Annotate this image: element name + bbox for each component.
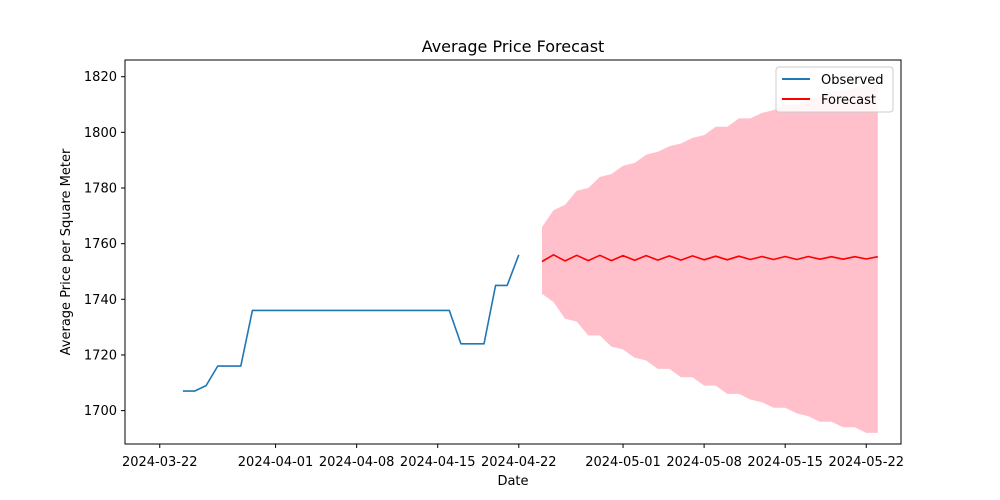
y-tick-label: 1820 (84, 70, 117, 85)
y-tick-label: 1760 (84, 237, 117, 252)
legend: Observed Forecast (775, 66, 894, 113)
legend-label-observed: Observed (821, 73, 884, 88)
legend-label-forecast: Forecast (821, 93, 876, 108)
plot-layer (182, 85, 878, 433)
plot-frame (124, 59, 902, 445)
x-tick-label: 2024-05-08 (666, 455, 742, 470)
y-tick-label: 1780 (84, 182, 117, 197)
y-axis-ticks: 1700 1720 1740 1760 1780 1800 1820 (84, 70, 125, 419)
confidence-band (542, 85, 878, 433)
x-tick-label: 2024-05-01 (585, 455, 661, 470)
y-tick-label: 1720 (84, 348, 117, 363)
x-tick-label: 2024-04-22 (481, 455, 557, 470)
series-line-observed (182, 254, 520, 392)
x-tick-label: 2024-03-22 (122, 455, 198, 470)
chart-title: Average Price Forecast (422, 37, 605, 56)
y-tick-label: 1700 (84, 404, 117, 419)
y-axis-label: Average Price per Square Meter (59, 148, 74, 355)
x-tick-label: 2024-04-01 (238, 455, 314, 470)
x-tick-label: 2024-04-15 (400, 455, 476, 470)
series-line-forecast (541, 254, 878, 263)
x-tick-label: 2024-05-15 (747, 455, 823, 470)
x-axis-label: Date (497, 474, 528, 489)
y-tick-label: 1800 (84, 126, 117, 141)
x-tick-label: 2024-04-08 (319, 455, 395, 470)
x-axis-ticks: 2024-03-22 2024-04-01 2024-04-08 2024-04-15… (122, 444, 904, 470)
y-tick-label: 1740 (84, 293, 117, 308)
x-tick-label: 2024-05-22 (828, 455, 904, 470)
